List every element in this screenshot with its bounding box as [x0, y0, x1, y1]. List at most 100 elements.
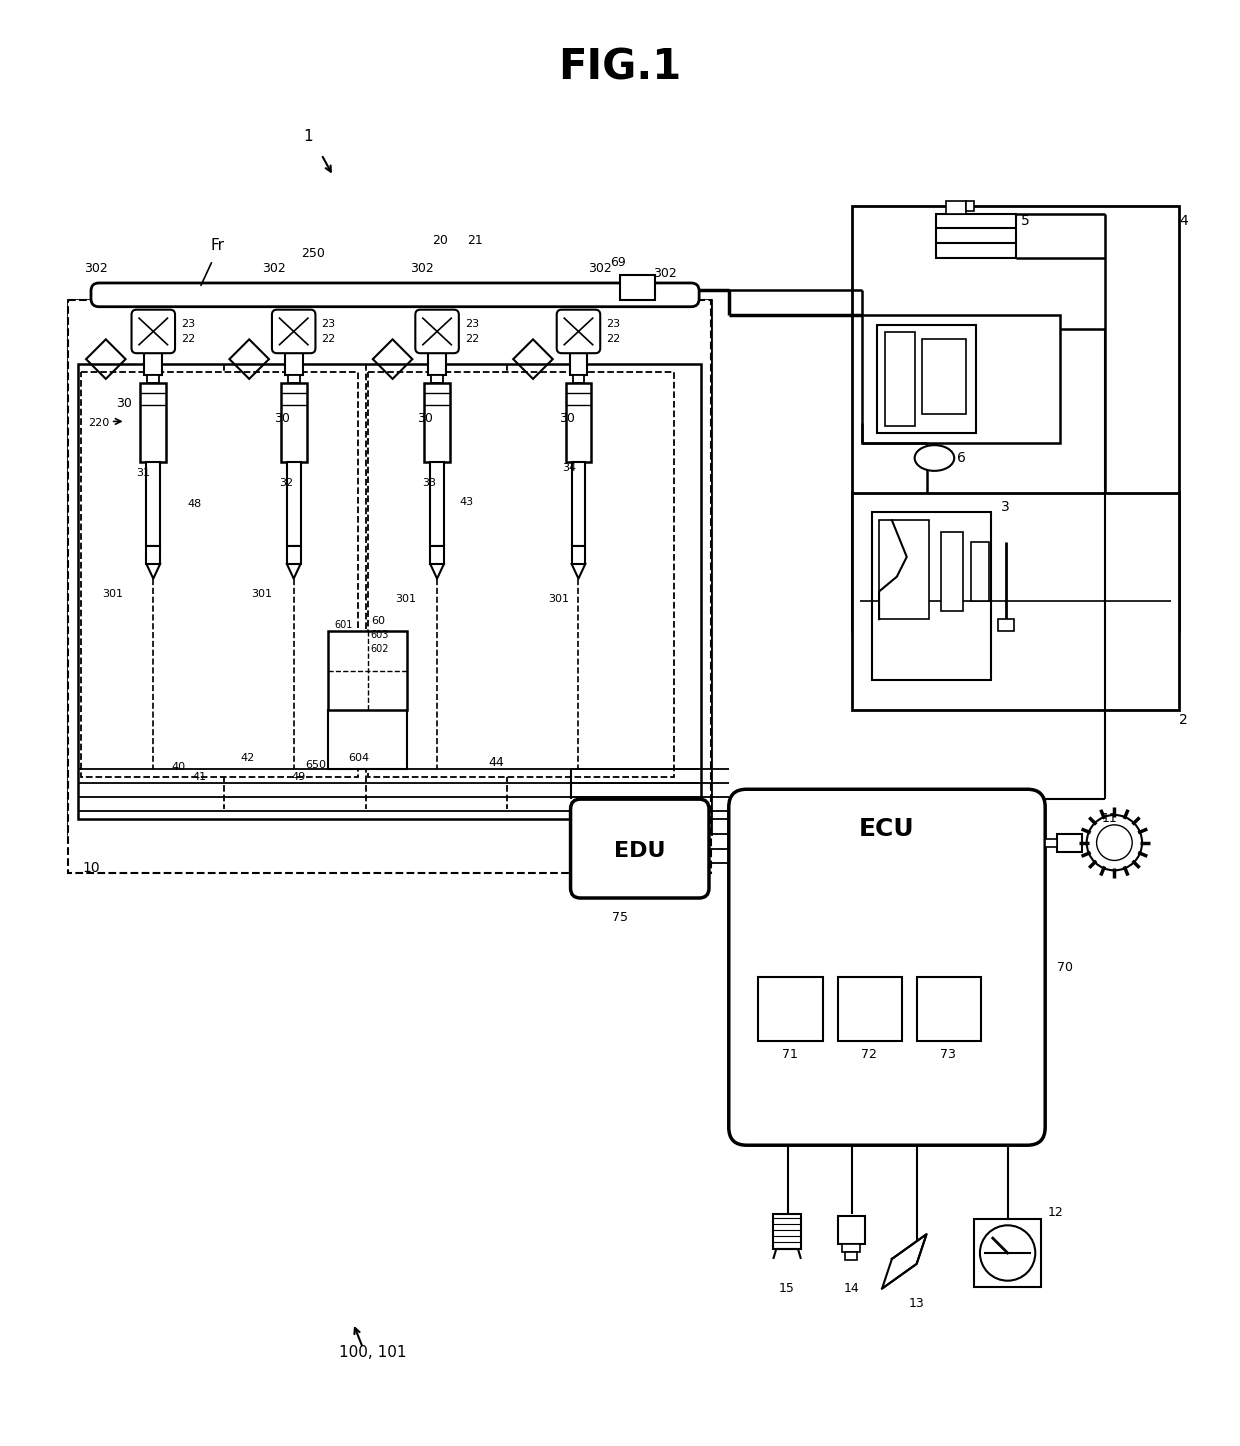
Bar: [424, 383, 450, 461]
FancyBboxPatch shape: [91, 283, 699, 307]
Text: 604: 604: [348, 752, 370, 762]
Text: 75: 75: [613, 911, 627, 924]
Bar: [842, 1244, 861, 1252]
Text: ECU: ECU: [859, 817, 915, 840]
FancyBboxPatch shape: [557, 309, 600, 353]
Text: 41: 41: [192, 772, 207, 782]
Text: FIG.1: FIG.1: [558, 46, 682, 88]
Text: 23: 23: [606, 318, 620, 328]
Circle shape: [277, 315, 310, 348]
Bar: [872, 512, 991, 681]
Bar: [144, 353, 162, 375]
Bar: [78, 364, 701, 818]
Bar: [852, 493, 1179, 710]
Text: 14: 14: [843, 1283, 859, 1296]
Text: 301: 301: [102, 590, 123, 600]
Text: 30: 30: [559, 412, 574, 425]
Bar: [68, 299, 711, 873]
Text: 22: 22: [321, 334, 336, 344]
Text: 49: 49: [291, 772, 306, 782]
Text: 30: 30: [274, 412, 290, 425]
Bar: [146, 461, 160, 547]
Bar: [573, 375, 584, 383]
Bar: [862, 315, 1060, 442]
Bar: [430, 547, 444, 564]
Bar: [572, 547, 585, 564]
Text: 650: 650: [305, 759, 326, 769]
Text: 2: 2: [1179, 713, 1188, 727]
Text: 602: 602: [371, 643, 389, 654]
Bar: [286, 461, 300, 547]
Bar: [569, 353, 588, 375]
Text: 32: 32: [279, 477, 293, 487]
Text: 42: 42: [241, 752, 254, 762]
FancyBboxPatch shape: [415, 309, 459, 353]
Text: 302: 302: [652, 266, 676, 279]
Text: 70: 70: [1056, 960, 1073, 973]
Text: 301: 301: [394, 594, 415, 604]
Text: 43: 43: [460, 497, 474, 508]
Bar: [879, 521, 929, 619]
Bar: [432, 375, 443, 383]
Text: 15: 15: [779, 1283, 795, 1296]
Bar: [280, 383, 306, 461]
Bar: [140, 383, 166, 461]
Bar: [846, 1252, 857, 1259]
Text: 34: 34: [563, 463, 577, 473]
Text: 22: 22: [465, 334, 479, 344]
Text: 71: 71: [782, 1048, 799, 1061]
Bar: [1056, 834, 1081, 852]
Text: 73: 73: [940, 1048, 956, 1061]
Bar: [286, 547, 300, 564]
Bar: [837, 1216, 866, 1244]
Circle shape: [136, 315, 170, 348]
Polygon shape: [882, 1235, 926, 1288]
Bar: [759, 977, 822, 1041]
Text: 13: 13: [909, 1297, 925, 1310]
Text: 31: 31: [136, 469, 150, 477]
Text: 10: 10: [82, 862, 99, 875]
Bar: [774, 1215, 801, 1249]
Bar: [916, 977, 981, 1041]
Text: 20: 20: [432, 234, 448, 247]
Text: 3: 3: [1001, 500, 1011, 515]
Bar: [368, 372, 675, 778]
Bar: [68, 299, 711, 834]
Text: 44: 44: [489, 756, 505, 769]
Bar: [852, 205, 1179, 630]
Text: 603: 603: [371, 630, 389, 641]
Bar: [148, 375, 159, 383]
Text: 22: 22: [606, 334, 620, 344]
Bar: [565, 383, 591, 461]
Bar: [966, 201, 973, 211]
Text: 302: 302: [410, 262, 434, 275]
Text: 1: 1: [304, 129, 314, 145]
Bar: [146, 547, 160, 564]
Bar: [837, 977, 901, 1041]
Bar: [285, 353, 303, 375]
Circle shape: [1096, 824, 1132, 860]
Bar: [428, 353, 446, 375]
Text: 23: 23: [321, 318, 336, 328]
Bar: [329, 630, 408, 710]
Bar: [946, 201, 966, 214]
Text: Fr: Fr: [211, 239, 224, 253]
Text: 250: 250: [301, 247, 325, 260]
FancyBboxPatch shape: [729, 790, 1045, 1145]
Text: 30: 30: [115, 398, 131, 411]
Bar: [941, 532, 963, 612]
FancyBboxPatch shape: [272, 309, 315, 353]
Text: 30: 30: [418, 412, 433, 425]
Bar: [973, 1219, 1042, 1287]
Bar: [998, 619, 1013, 630]
Text: 12: 12: [1048, 1206, 1063, 1219]
Text: EDU: EDU: [614, 840, 666, 860]
Bar: [81, 372, 358, 778]
Text: 302: 302: [84, 262, 108, 275]
Bar: [288, 375, 300, 383]
Circle shape: [1086, 816, 1142, 870]
Text: 220: 220: [88, 418, 109, 428]
Text: 22: 22: [181, 334, 195, 344]
Bar: [877, 324, 976, 434]
Text: 69: 69: [610, 256, 626, 269]
